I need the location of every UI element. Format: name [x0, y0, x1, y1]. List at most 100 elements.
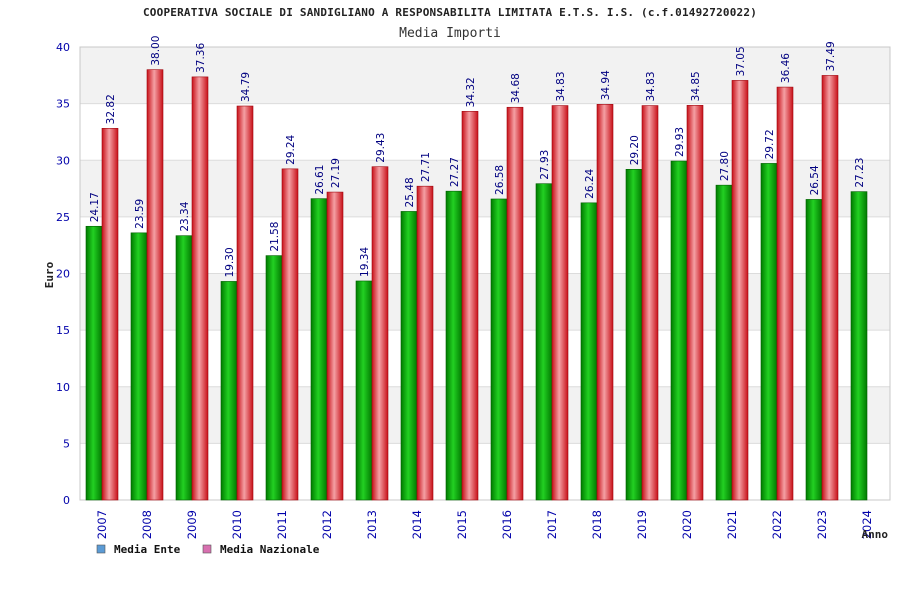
data-label: 29.72	[764, 129, 776, 159]
x-tick-label: 2007	[95, 510, 109, 539]
bar-media-nazionale	[416, 185, 434, 501]
y-tick-label: 35	[56, 98, 70, 111]
y-tick-label: 40	[56, 41, 70, 54]
data-label: 19.34	[359, 247, 371, 277]
data-label: 29.43	[375, 133, 387, 163]
bar-media-ente	[850, 191, 868, 501]
bar-media-nazionale	[461, 111, 479, 501]
y-tick-label: 10	[56, 381, 70, 394]
data-label: 26.24	[584, 168, 596, 198]
x-tick-label: 2020	[680, 510, 694, 539]
legend-swatch-media-nazionale	[202, 544, 212, 554]
y-tick-label: 15	[56, 324, 70, 337]
data-label: 34.83	[555, 71, 567, 101]
bar-media-ente	[220, 281, 238, 501]
y-tick-label: 25	[56, 211, 70, 224]
y-tick-label: 20	[56, 268, 70, 281]
x-axis-label: Anno	[862, 528, 889, 541]
data-label: 34.79	[240, 72, 252, 102]
x-tick-label: 2016	[500, 510, 514, 539]
data-label: 27.71	[420, 152, 432, 182]
legend-swatch-media-ente	[96, 544, 106, 554]
bar-media-nazionale	[236, 105, 254, 501]
bar-media-ente	[85, 225, 103, 501]
data-label: 26.61	[314, 165, 326, 195]
data-label: 34.94	[600, 70, 612, 100]
data-label: 23.34	[179, 201, 191, 231]
bar-media-nazionale	[281, 168, 299, 501]
bar-media-ente	[535, 183, 553, 501]
data-label: 27.93	[539, 150, 551, 180]
plot-band	[80, 103, 890, 161]
data-label: 27.80	[719, 151, 731, 181]
x-tick-label: 2019	[635, 510, 649, 539]
plot-frame	[79, 46, 891, 501]
x-tick-label: 2012	[320, 510, 334, 539]
plot-band-shaded	[80, 386, 890, 444]
bar-media-ente	[310, 198, 328, 501]
bar-media-ente	[715, 184, 733, 501]
bar-media-ente	[130, 232, 148, 501]
data-label: 27.23	[854, 158, 866, 188]
x-tick-label: 2010	[230, 510, 244, 539]
bar-media-nazionale	[731, 80, 749, 501]
data-label: 19.30	[224, 247, 236, 277]
x-tick-label: 2017	[545, 510, 559, 539]
data-label: 37.05	[735, 46, 747, 76]
data-label: 26.58	[494, 165, 506, 195]
bar-media-nazionale	[821, 75, 839, 501]
bar-media-ente	[490, 198, 508, 501]
data-label: 23.59	[134, 199, 146, 229]
data-label: 21.58	[269, 222, 281, 252]
legend-label-media-ente: Media Ente	[114, 543, 181, 556]
x-tick-label: 2015	[455, 510, 469, 539]
bar-media-ente	[670, 160, 688, 501]
x-tick-label: 2014	[410, 510, 424, 539]
data-label: 32.82	[105, 94, 117, 124]
bar-media-nazionale	[146, 69, 164, 501]
plot-band-shaded	[80, 273, 890, 331]
bar-media-nazionale	[506, 106, 524, 501]
bar-media-nazionale	[551, 105, 569, 501]
legend-label-media-nazionale: Media Nazionale	[220, 543, 320, 556]
data-label: 38.00	[150, 36, 162, 66]
data-label: 27.27	[449, 157, 461, 187]
bar-media-ente	[580, 202, 598, 501]
x-tick-label: 2018	[590, 510, 604, 539]
data-label: 34.85	[690, 71, 702, 101]
plot-band-shaded	[80, 160, 890, 217]
data-label: 34.83	[645, 71, 657, 101]
bar-media-nazionale	[371, 166, 389, 501]
x-tick-label: 2023	[815, 510, 829, 539]
bar-media-ente	[400, 211, 418, 501]
bar-media-nazionale	[686, 105, 704, 501]
plot-band-shaded	[80, 47, 890, 104]
x-tick-label: 2021	[725, 510, 739, 539]
bar-media-ente	[805, 199, 823, 501]
data-label: 25.48	[404, 177, 416, 207]
bar-media-ente	[625, 169, 643, 501]
data-label: 37.49	[825, 41, 837, 71]
data-label: 24.17	[89, 192, 101, 222]
plot-band	[80, 216, 890, 274]
data-label: 27.19	[330, 158, 342, 188]
bar-media-nazionale	[776, 86, 794, 501]
bar-media-ente	[175, 235, 193, 501]
y-tick-label: 5	[63, 437, 70, 450]
bar-media-nazionale	[596, 104, 614, 501]
data-label: 26.54	[809, 165, 821, 195]
bar-media-nazionale	[191, 76, 209, 501]
data-label: 36.46	[780, 53, 792, 83]
chart-title: COOPERATIVA SOCIALE DI SANDIGLIANO A RES…	[142, 6, 758, 19]
x-tick-label: 2011	[275, 510, 289, 539]
chart-subtitle: Media Importi	[399, 26, 501, 41]
bar-media-ente	[355, 280, 373, 501]
plot-band	[80, 443, 890, 500]
y-tick-label: 30	[56, 154, 70, 167]
bar-media-nazionale	[641, 105, 659, 501]
x-tick-label: 2024	[860, 510, 874, 539]
data-label: 29.93	[674, 127, 686, 157]
data-label: 29.24	[285, 134, 297, 164]
bar-media-nazionale	[326, 191, 344, 501]
